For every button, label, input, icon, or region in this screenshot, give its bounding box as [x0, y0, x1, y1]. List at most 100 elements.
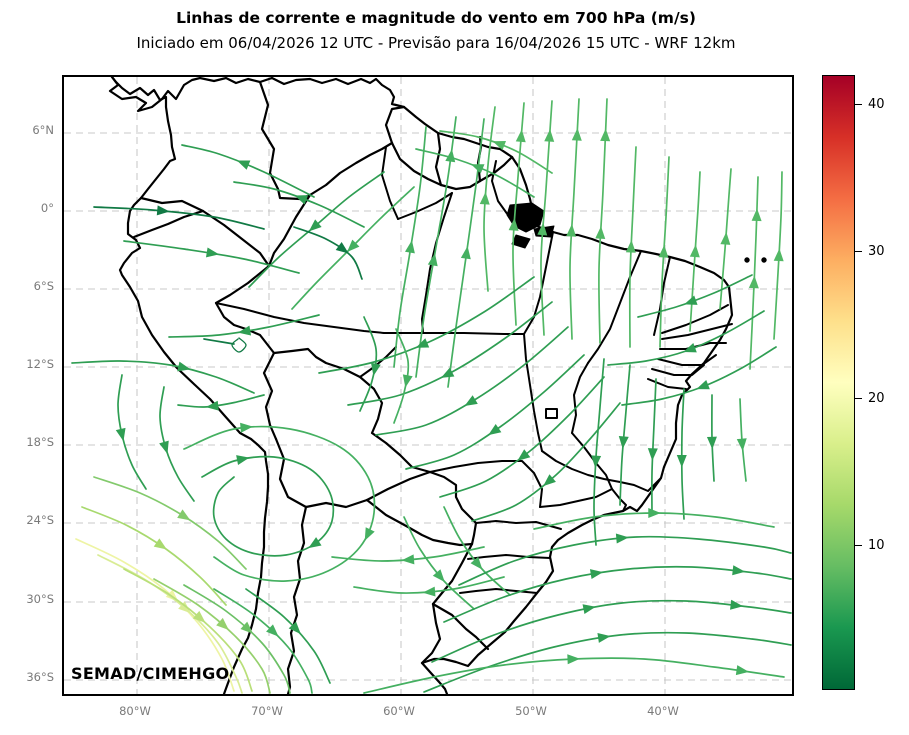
streamline-arrowhead [571, 128, 582, 141]
streamline-arrowhead [706, 436, 717, 450]
streamline-arrowhead [773, 248, 784, 262]
y-tick-label: 12°S [26, 357, 54, 371]
streamline-arrowhead [689, 244, 700, 258]
figure-header: Linhas de corrente e magnitude do vento … [62, 9, 810, 53]
streamline-arrowhead [445, 149, 456, 163]
streamline-arrowhead [736, 438, 747, 452]
streamline-arrowhead [177, 509, 191, 521]
latlon-gridlines [64, 77, 792, 694]
streamline-arrowhead [364, 527, 375, 541]
colorbar-tick-label: 40 [868, 97, 885, 113]
streamline-arrowhead [237, 325, 252, 336]
streamline-arrowhead [308, 219, 322, 232]
streamline-arrowhead [696, 379, 710, 390]
streamline [231, 337, 247, 353]
streamline-arrowhead [684, 295, 698, 305]
streamline [443, 565, 792, 623]
streamline-arrowhead [595, 226, 606, 239]
streamline [177, 394, 265, 408]
colorbar-tick-label: 30 [868, 244, 885, 260]
streamline [443, 506, 511, 596]
streamline-arrowhead [625, 240, 636, 253]
streamline [749, 176, 759, 370]
figure-subtitle: Iniciado em 06/04/2026 12 UTC - Previsão… [136, 34, 736, 53]
streamline-arrowhead [205, 400, 219, 411]
streamline-arrowhead [582, 604, 596, 615]
colorbar-tick [855, 398, 862, 400]
streamline-arrowhead [192, 610, 206, 623]
streamline [347, 301, 553, 406]
colorbar-tick [855, 251, 862, 253]
streamline-arrowhead [515, 129, 526, 143]
streamline [403, 516, 475, 610]
map-plot-area: SEMAD/CIMEHGO [62, 75, 794, 696]
streamline-arrowhead [567, 654, 580, 665]
streamline-arrowhead [615, 533, 629, 544]
streamline-arrowhead [347, 239, 360, 252]
streamline-arrowhead [205, 247, 220, 258]
streamline [439, 376, 605, 498]
streamline-arrowhead [370, 362, 381, 376]
colorbar-tick-label: 20 [868, 391, 885, 407]
wind-streamlines [71, 98, 792, 694]
streamline [363, 657, 785, 694]
streamline [375, 326, 569, 436]
colorbar-tick [855, 545, 862, 547]
streamline-arrowhead [415, 338, 430, 348]
streamline [621, 346, 777, 406]
streamline-arrowhead [543, 474, 556, 487]
streamline-arrowhead [735, 665, 749, 676]
streamline-arrowhead [566, 223, 577, 237]
streamline-arrowhead [488, 423, 502, 436]
watermark: SEMAD/CIMEHGO [71, 664, 230, 683]
streamline-arrowhead [178, 601, 191, 614]
streamline-arrowhead [470, 556, 483, 570]
streamline-arrowhead [732, 565, 746, 576]
colorbar-tick-label: 10 [868, 538, 885, 554]
streamline-arrowhead [460, 246, 471, 260]
oceanic-island-dot [744, 257, 750, 263]
streamline-arrowhead [647, 448, 658, 461]
streamline-arrowhead [440, 367, 455, 378]
y-tick-label: 36°S [26, 670, 54, 684]
streamline-arrowhead [544, 129, 555, 142]
oceanic-island-dot [761, 257, 767, 263]
streamline [607, 310, 765, 366]
streamline-arrowhead [216, 617, 229, 630]
streamline-arrowhead [751, 208, 762, 222]
streamline-arrowhead [240, 621, 254, 634]
y-tick-label: 0° [40, 201, 54, 215]
streamline-arrowhead [597, 632, 611, 643]
streamline-arrowhead [236, 160, 251, 170]
streamline [458, 535, 792, 586]
x-tick-label: 50°W [515, 704, 547, 718]
y-tick-label: 24°S [26, 513, 54, 527]
streamline [93, 206, 265, 230]
streamline [773, 171, 783, 340]
streamline-arrowhead [177, 361, 191, 372]
streamline [183, 425, 376, 582]
streamline-arrowhead [240, 422, 253, 433]
state-borders [215, 146, 733, 594]
x-tick-label: 60°W [383, 704, 415, 718]
y-tick-label: 6°N [32, 123, 54, 137]
streamline-arrowhead [508, 218, 519, 231]
streamline-arrowhead [404, 240, 415, 254]
streamline-arrowhead [266, 624, 279, 637]
streamline-arrowhead [288, 621, 301, 635]
streamline-arrowhead [683, 342, 697, 353]
streamline-arrowhead [492, 140, 507, 151]
streamline-arrowhead [618, 436, 629, 449]
streamline-arrowhead [422, 586, 436, 597]
x-tick-label: 40°W [647, 704, 679, 718]
streamline [471, 402, 621, 522]
streamline-arrowhead [402, 374, 413, 388]
streamline [183, 584, 291, 694]
x-tick-label: 70°W [251, 704, 283, 718]
coastline-pacific [110, 77, 270, 694]
streamline-arrowhead [589, 569, 604, 580]
y-tick-label: 6°S [33, 279, 54, 293]
streamline [153, 578, 271, 694]
streamline-arrowhead [730, 599, 744, 610]
